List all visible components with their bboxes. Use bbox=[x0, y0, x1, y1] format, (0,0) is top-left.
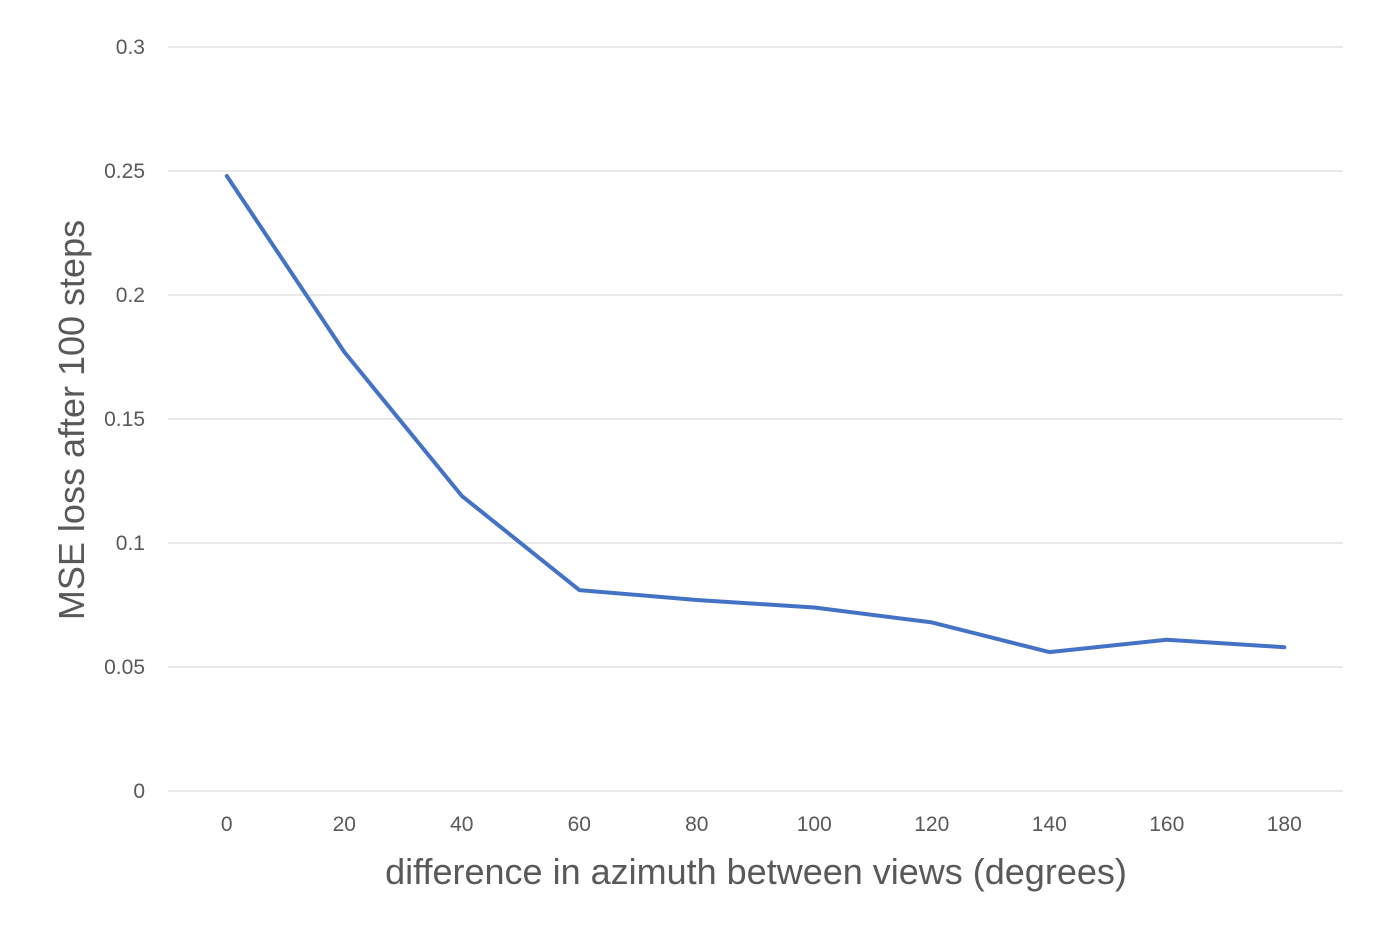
x-axis-tick-labels: 0 20 40 60 80 100 120 140 160 180 bbox=[221, 813, 1302, 836]
y-tick-label: 0.25 bbox=[104, 160, 145, 183]
x-tick-label: 80 bbox=[685, 813, 708, 836]
x-tick-label: 120 bbox=[914, 813, 949, 836]
gridlines bbox=[168, 46, 1343, 792]
x-tick-label: 100 bbox=[797, 813, 832, 836]
series-lines bbox=[224, 174, 1287, 655]
x-tick-label: 0 bbox=[221, 813, 233, 836]
y-tick-label: 0.3 bbox=[116, 36, 145, 59]
x-tick-label: 180 bbox=[1267, 813, 1302, 836]
x-axis-title: difference in azimuth between views (deg… bbox=[385, 851, 1127, 892]
y-axis-title: MSE loss after 100 steps bbox=[51, 220, 92, 620]
x-tick-label: 140 bbox=[1032, 813, 1067, 836]
y-axis-tick-labels: 0 0.05 0.1 0.15 0.2 0.25 0.3 bbox=[104, 36, 145, 803]
series-line bbox=[224, 174, 1287, 655]
y-tick-label: 0.1 bbox=[116, 532, 145, 555]
y-tick-label: 0.2 bbox=[116, 284, 145, 307]
y-tick-label: 0.05 bbox=[104, 656, 145, 679]
y-tick-label: 0 bbox=[133, 780, 145, 803]
x-tick-label: 60 bbox=[568, 813, 591, 836]
y-tick-label: 0.15 bbox=[104, 408, 145, 431]
x-tick-label: 160 bbox=[1149, 813, 1184, 836]
x-tick-label: 20 bbox=[333, 813, 356, 836]
x-tick-label: 40 bbox=[450, 813, 473, 836]
